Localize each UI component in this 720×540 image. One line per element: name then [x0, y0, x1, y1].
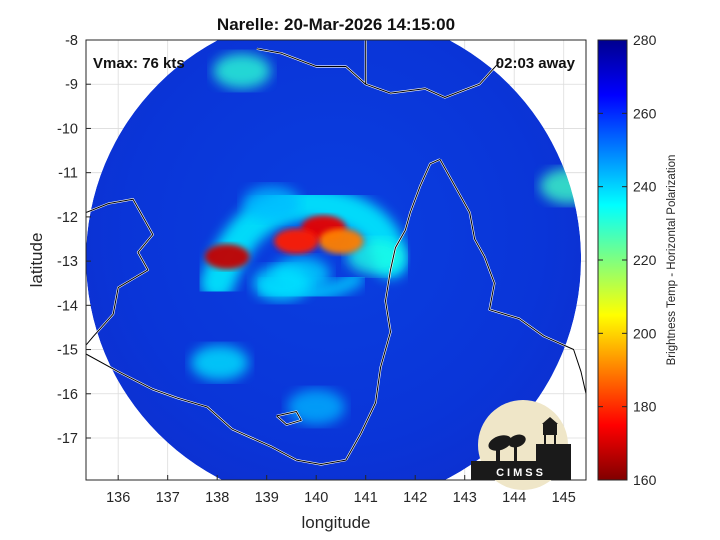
colorbar-tick-label: 280 [633, 32, 657, 48]
x-tick-label: 141 [354, 490, 378, 506]
time-offset-label: 02:03 away [496, 55, 576, 72]
x-tick-label: 138 [205, 490, 229, 506]
colorbar-ticks: 160 180 200 220 240 260 280 [598, 32, 657, 488]
y-tick-label: -8 [65, 33, 78, 49]
colorbar: 160 180 200 220 240 260 280 Brightness Temp - … [597, 32, 678, 488]
y-tick-label: -10 [57, 121, 78, 137]
x-tick-label: 140 [304, 490, 328, 506]
colorbar-tick-label: 260 [633, 105, 657, 121]
y-axis: -8 -9 -10 -11 -12 -13 -14 -15 -16 -17 [57, 33, 91, 447]
x-tick-label: 143 [453, 490, 477, 506]
cloud-feature [539, 168, 582, 204]
satellite-dish-icon [488, 435, 512, 451]
coastline [86, 40, 586, 466]
y-tick-label: -16 [57, 387, 78, 403]
cimss-logo: CIMSS [471, 400, 571, 490]
x-tick-label: 142 [403, 490, 427, 506]
y-tick-label: -9 [65, 77, 78, 93]
chart-title: Narelle: 20-Mar-2026 14:15:00 [217, 15, 455, 34]
cloud-feature [346, 239, 405, 275]
colorbar-tick-label: 240 [633, 179, 657, 195]
y-tick-label: -17 [57, 431, 78, 447]
cloud-feature [287, 389, 345, 425]
convective-core [318, 228, 364, 254]
y-tick-label: -11 [58, 166, 78, 182]
cloud-feature [190, 345, 249, 381]
vmax-label: Vmax: 76 kts [93, 55, 185, 72]
colorbar-tick-label: 180 [633, 399, 657, 415]
cloud-feature [213, 53, 271, 89]
swath-image [86, 40, 586, 480]
y-tick-label: -13 [57, 254, 78, 270]
y-tick-label: -14 [57, 298, 78, 314]
x-tick-label: 139 [255, 490, 279, 506]
colorbar-label: Brightness Temp - Horizontal Polarizatio… [666, 155, 678, 366]
x-axis: 136 137 138 139 140 141 142 143 144 145 [106, 475, 576, 506]
convective-core [273, 228, 319, 254]
y-tick-label: -12 [57, 210, 78, 226]
convective-cores [204, 215, 364, 270]
water-tower-icon [542, 417, 558, 445]
colorbar-tick-label: 200 [633, 325, 657, 341]
swath-disk [86, 40, 582, 480]
cloud-features [190, 53, 582, 425]
x-axis-label: longitude [301, 513, 370, 532]
cloud-feature [242, 186, 301, 222]
colorbar-tick-label: 220 [633, 252, 657, 268]
x-tick-label: 136 [106, 490, 130, 506]
convective-core [204, 244, 250, 270]
spiral-band [200, 186, 408, 301]
colorbar-tick-label: 160 [633, 472, 657, 488]
y-axis-label: latitude [27, 233, 46, 288]
logo-text: CIMSS [496, 467, 546, 479]
x-tick-label: 145 [552, 490, 576, 506]
x-tick-label: 137 [156, 490, 180, 506]
x-tick-label: 144 [502, 490, 526, 506]
plot-frame [85, 39, 587, 481]
y-tick-label: -15 [57, 343, 78, 359]
cloud-feature [252, 265, 311, 301]
